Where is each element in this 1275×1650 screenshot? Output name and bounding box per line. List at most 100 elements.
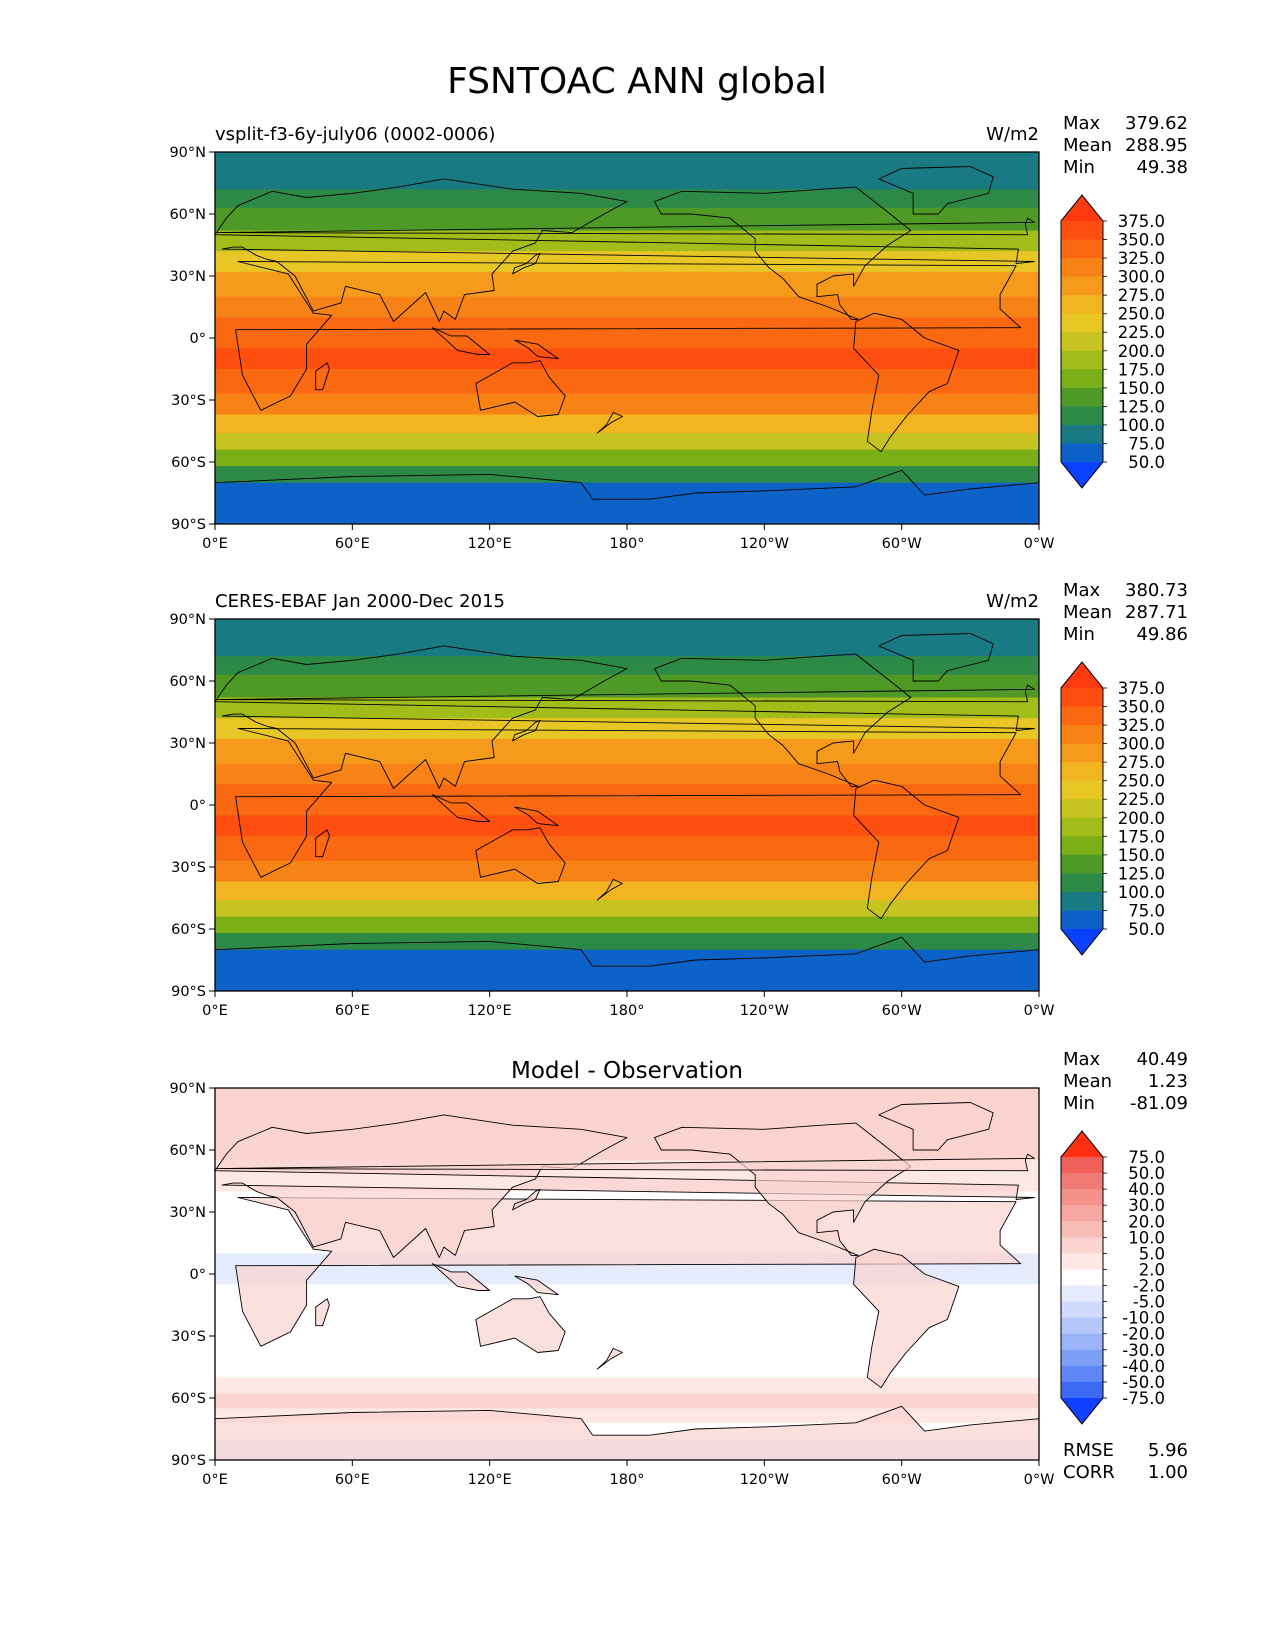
x-tick-label: 60°E (335, 1472, 370, 1488)
coastline-uk (216, 684, 1035, 703)
coastline-greenland (878, 166, 994, 215)
y-tick-label: 30°N (169, 269, 206, 285)
colorbar-label: 275.0 (1118, 753, 1165, 772)
colorbar-swatch (1061, 1333, 1103, 1351)
x-tick-label: 120°W (740, 536, 789, 552)
map-field (215, 619, 1039, 991)
coastline-africa (235, 261, 1022, 411)
coastline-new-guinea (514, 339, 559, 360)
y-tick-label: 0° (190, 1267, 206, 1283)
stat-value-mean: 1.23 (1148, 1071, 1188, 1092)
colorbar-label: 225.0 (1118, 790, 1165, 809)
lat-band (215, 763, 1039, 785)
lat-band (215, 656, 1039, 676)
lat-band (215, 674, 1039, 699)
coastline-eurasia (215, 178, 1035, 322)
y-tick-label: 90°N (169, 1081, 206, 1097)
x-tick-label: 0°W (1024, 1003, 1055, 1019)
rmse-label: RMSE (1063, 1440, 1114, 1461)
colorbar-swatch (1061, 1253, 1103, 1270)
colorbar-label: 300.0 (1118, 268, 1165, 287)
colorbar-label: -10.0 (1122, 1309, 1165, 1328)
panel-title: CERES-EBAF Jan 2000-Dec 2015 (215, 591, 505, 612)
coastline-australia (475, 827, 566, 884)
colorbar-extend-bottom (1061, 929, 1103, 955)
colorbar-label: 50.0 (1128, 920, 1165, 939)
colorbar-swatch (1061, 406, 1103, 426)
stat-label-max: Max (1063, 580, 1101, 601)
colorbar-swatch (1061, 387, 1103, 407)
lat-band (215, 189, 1039, 209)
figure-title: FSNTOAC ANN global (447, 61, 827, 102)
y-tick-label: 0° (190, 331, 206, 347)
lat-band (215, 697, 1039, 719)
colorbar-label: 300.0 (1118, 735, 1165, 754)
rmse-value: 5.96 (1148, 1440, 1188, 1461)
colorbar-swatch (1061, 332, 1103, 352)
lat-band (215, 476, 1039, 484)
lat-band (215, 317, 1039, 349)
colorbar-swatch (1061, 688, 1103, 708)
colorbar-label: 75.0 (1128, 901, 1165, 920)
y-tick-label: 30°N (169, 1205, 206, 1221)
colorbar-extend-bottom (1061, 1398, 1103, 1424)
coastline-uk (216, 217, 1035, 236)
coastline-uk (216, 1153, 1035, 1172)
coastline-australia (475, 360, 566, 417)
colorbar-label: 200.0 (1118, 809, 1165, 828)
colorbar-swatch (1061, 369, 1103, 389)
colorbar-swatch (1061, 854, 1103, 874)
colorbar-label: 150.0 (1118, 379, 1165, 398)
coastline-north-america (654, 653, 912, 787)
stat-label-min: Min (1063, 1093, 1095, 1114)
colorbar-swatch (1061, 350, 1103, 370)
coastline-japan (512, 719, 541, 742)
y-tick-label: 60°N (169, 1143, 206, 1159)
coastline-japan (512, 252, 541, 275)
x-tick-label: 60°W (882, 1472, 922, 1488)
x-tick-label: 60°W (882, 1003, 922, 1019)
panel-2: CERES-EBAF Jan 2000-Dec 2015 W/m2 0°E 60°E 1… (169, 580, 1188, 1019)
y-tick-label: 90°N (169, 612, 206, 628)
colorbar-label: -75.0 (1122, 1389, 1165, 1408)
stat-value-mean: 288.95 (1125, 135, 1188, 156)
colorbar-label: 125.0 (1118, 864, 1165, 883)
y-tick-label: 30°S (171, 393, 206, 409)
colorbar-label: 5.0 (1139, 1244, 1165, 1263)
colorbar-label: 325.0 (1118, 716, 1165, 735)
lat-band (215, 1346, 1039, 1378)
stat-value-max: 380.73 (1125, 580, 1188, 601)
coastline-greenland (878, 1102, 994, 1151)
colorbar-label: 175.0 (1118, 827, 1165, 846)
colorbar-extend-bottom (1061, 462, 1103, 488)
lat-band (215, 815, 1039, 837)
colorbar-swatch (1061, 443, 1103, 463)
coastline-north-america (654, 1122, 912, 1256)
lat-band (215, 943, 1039, 951)
colorbar-label: 225.0 (1118, 323, 1165, 342)
colorbar-label: -50.0 (1122, 1373, 1165, 1392)
colorbar-swatch (1061, 295, 1103, 315)
lat-band (215, 348, 1039, 370)
lat-band (215, 836, 1039, 862)
lat-band (215, 433, 1039, 451)
map-field (215, 1088, 1039, 1460)
colorbar-label: 2.0 (1139, 1260, 1165, 1279)
colorbar-label: 375.0 (1118, 212, 1165, 231)
colorbar-swatch (1061, 424, 1103, 444)
y-tick-label: 0° (190, 798, 206, 814)
coastline-new-zealand (596, 411, 623, 434)
colorbar-label: 100.0 (1118, 416, 1165, 435)
colorbar-swatch (1061, 221, 1103, 241)
colorbar: 375.0350.0325.0300.0275.0250.0225.0200.0… (1060, 194, 1165, 489)
colorbar-swatch (1061, 1221, 1103, 1238)
lat-band (215, 251, 1039, 273)
lat-band (215, 207, 1039, 232)
stat-label-mean: Mean (1063, 135, 1112, 156)
coastline-madagascar (315, 362, 330, 391)
colorbar-label: 275.0 (1118, 286, 1165, 305)
y-tick-label: 90°S (171, 984, 206, 1000)
colorbar-swatch (1061, 1381, 1103, 1399)
stat-label-max: Max (1063, 1049, 1101, 1070)
